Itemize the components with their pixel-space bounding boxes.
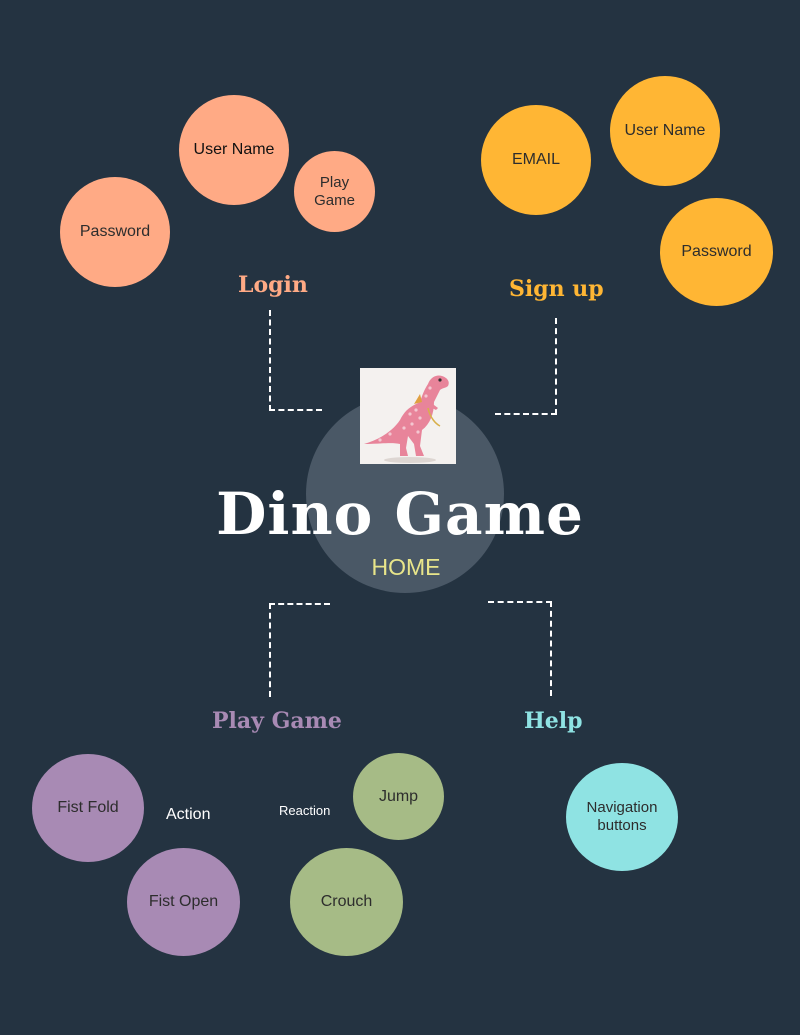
signup-heading: Sign up xyxy=(509,276,604,302)
login-password-node: Password xyxy=(60,177,170,287)
login-username-node: User Name xyxy=(179,95,289,205)
signup-password-node: Password xyxy=(660,198,773,306)
page-title: Dino Game xyxy=(216,480,584,548)
play-game-connector xyxy=(269,603,330,697)
action-fist-fold-node: Fist Fold xyxy=(32,754,144,862)
login-play-game-node: Play Game xyxy=(294,151,375,232)
signup-connector xyxy=(495,318,557,415)
login-heading: Login xyxy=(238,272,308,298)
reaction-crouch-node: Crouch xyxy=(290,848,403,956)
login-connector xyxy=(269,310,322,411)
reaction-jump-node: Jump xyxy=(353,753,444,840)
home-label: HOME xyxy=(371,554,441,580)
signup-username-node: User Name xyxy=(610,76,720,186)
dino-image xyxy=(360,368,456,464)
action-fist-open-node: Fist Open xyxy=(127,848,240,956)
reaction-label: Reaction xyxy=(279,803,331,818)
play-game-heading: Play Game xyxy=(212,708,342,734)
help-navigation-node: Navigation buttons xyxy=(566,763,678,871)
help-connector xyxy=(488,601,552,696)
help-heading: Help xyxy=(524,708,583,734)
signup-email-node: EMAIL xyxy=(481,105,591,215)
action-label: Action xyxy=(166,806,211,823)
